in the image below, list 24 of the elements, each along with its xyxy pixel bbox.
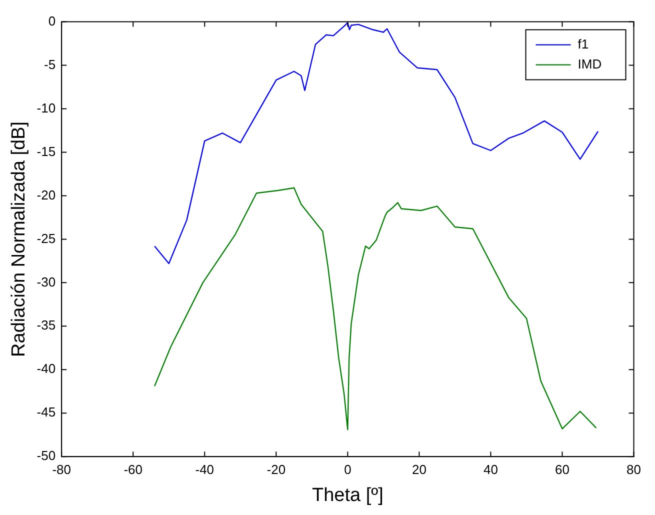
x-tick-label: -40 [195,462,214,477]
x-tick-label: 20 [412,462,426,477]
y-tick-label: -25 [36,230,56,246]
y-tick-label: -40 [36,361,56,376]
x-tick-label: 80 [626,462,642,477]
x-tick-label: -20 [266,462,286,477]
y-tick-label: -50 [36,448,56,464]
x-tick-label: 60 [555,462,570,477]
y-tick-label: -10 [36,100,56,116]
legend-label: IMD [578,56,602,72]
x-tick-label: -80 [52,462,71,477]
y-tick-label: -15 [36,144,56,159]
y-tick-label: -45 [36,404,56,420]
x-axis-title: Theta [º] [312,484,384,506]
y-tick-label: -30 [36,274,56,290]
y-axis-title: Radiación Normalizada [dB] [8,121,30,357]
x-tick-label: 40 [483,462,498,477]
y-tick-label: -35 [36,318,56,333]
x-tick-label: -60 [124,462,143,477]
y-tick-label: 0 [48,13,56,28]
legend-label: f1 [578,36,589,52]
y-tick-label: -20 [36,187,56,202]
x-tick-label: 0 [344,462,352,477]
y-tick-label: -5 [44,56,56,72]
